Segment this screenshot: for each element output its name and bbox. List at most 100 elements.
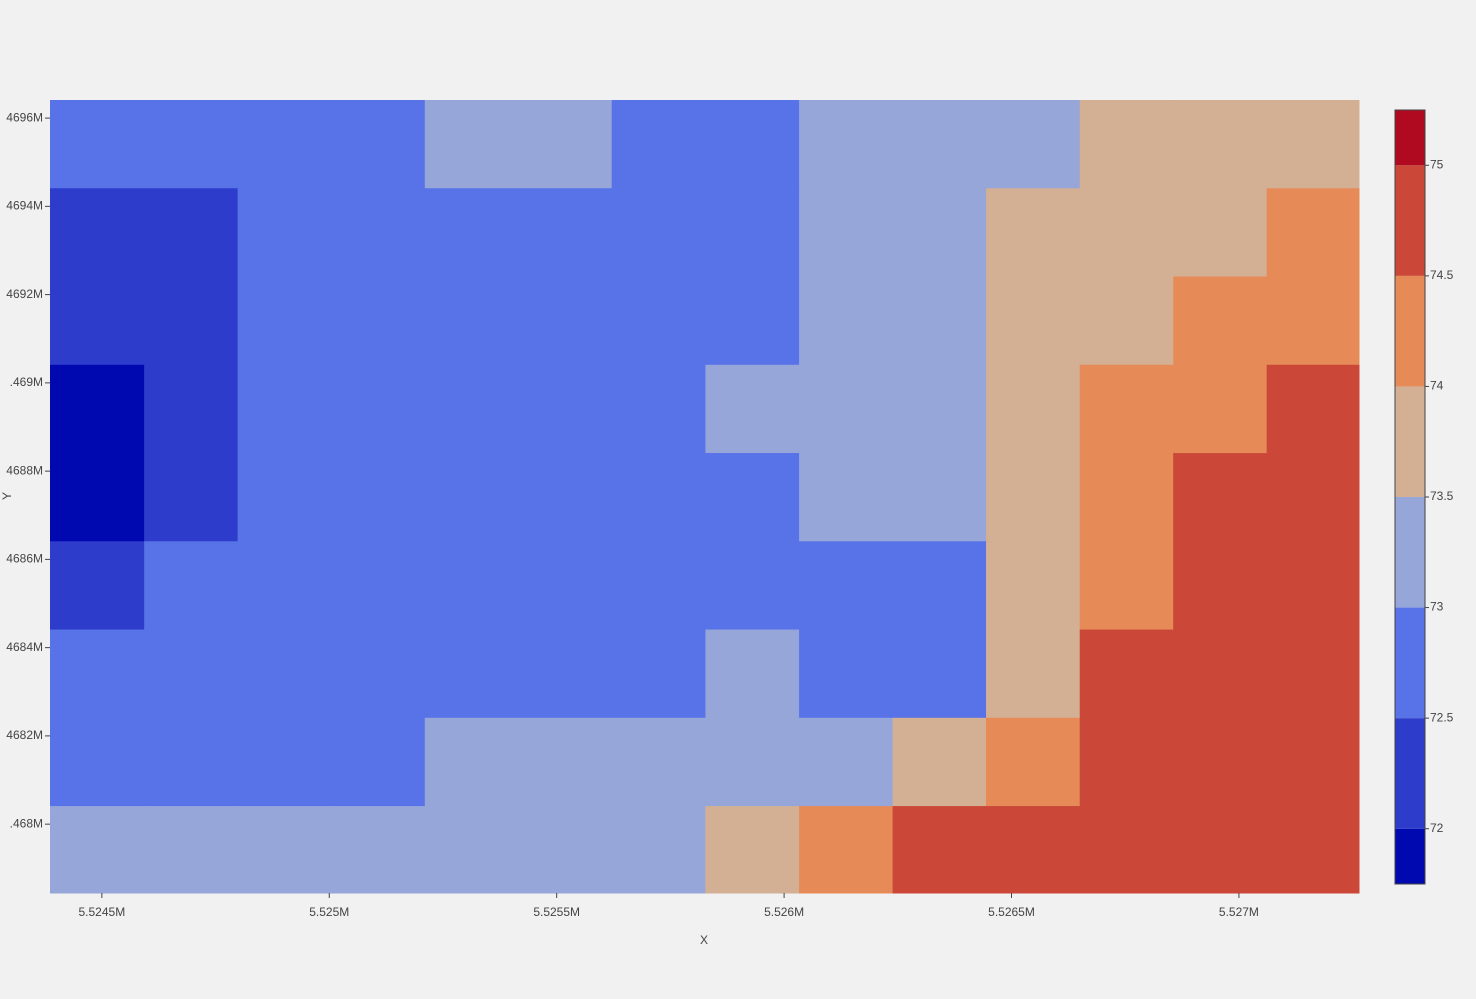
contour-cell	[1173, 717, 1268, 807]
contour-cell	[237, 188, 332, 278]
colorbar-band	[1395, 386, 1425, 497]
colorbar-tick-label: 74.5	[1430, 268, 1454, 282]
contour-cell	[892, 276, 987, 366]
contour-cell	[1173, 364, 1268, 454]
contour-cell	[611, 629, 706, 719]
contour-cell	[705, 100, 800, 189]
contour-cell	[799, 453, 894, 542]
contour-cell	[424, 541, 519, 631]
colorbar-tick-label: 73	[1430, 600, 1444, 614]
contour-cell	[1173, 188, 1268, 278]
contour-cell	[1079, 806, 1174, 894]
contour-cell	[799, 276, 894, 366]
contour-cell	[518, 100, 613, 189]
contour-cell	[237, 276, 332, 366]
x-tick-label: 5.526M	[764, 905, 804, 919]
contour-cell	[705, 453, 800, 542]
x-tick-label: 5.5245M	[78, 905, 125, 919]
colorbar-tick-label: 72	[1430, 821, 1444, 835]
contour-cell	[1079, 629, 1174, 719]
colorbar-band	[1395, 110, 1425, 166]
contour-cell	[1173, 453, 1268, 542]
contour-cell	[518, 541, 613, 631]
contour-cell	[1079, 453, 1174, 542]
contour-cell	[892, 100, 987, 189]
contour-cell	[331, 541, 426, 631]
contour-cell	[424, 629, 519, 719]
contour-cell	[1173, 276, 1268, 366]
contour-cell	[705, 717, 800, 807]
contour-cell	[50, 717, 145, 807]
contour-cell	[1266, 629, 1360, 719]
contour-cell	[50, 364, 145, 454]
contour-cell	[986, 629, 1081, 719]
y-tick-label: 4694M	[6, 199, 43, 213]
contour-cell	[331, 100, 426, 189]
x-axis-title: X	[700, 933, 708, 947]
contour-cell	[799, 188, 894, 278]
contour-cell	[331, 276, 426, 366]
contour-cell	[892, 453, 987, 542]
y-tick-label: 4696M	[6, 110, 43, 124]
contour-cell	[986, 453, 1081, 542]
x-tick-label: 5.5265M	[988, 905, 1035, 919]
colorbar-tick-label: 73.5	[1430, 489, 1454, 503]
contour-cell	[986, 541, 1081, 631]
contour-cell	[1079, 364, 1174, 454]
contour-cell	[705, 188, 800, 278]
contour-cell	[424, 100, 519, 189]
contour-cell	[1173, 541, 1268, 631]
contour-cell	[144, 364, 239, 454]
contour-cell	[986, 188, 1081, 278]
contour-cell	[237, 806, 332, 894]
contour-cell	[144, 100, 239, 189]
contour-cell	[705, 541, 800, 631]
contour-cell	[331, 453, 426, 542]
contour-cell	[799, 364, 894, 454]
y-tick-label: 4682M	[6, 728, 43, 742]
contour-cell	[424, 806, 519, 894]
contour-cell	[518, 453, 613, 542]
contour-cell	[50, 541, 145, 631]
contour-cell	[611, 188, 706, 278]
contour-cell	[424, 276, 519, 366]
colorbar-tick-label: 72.5	[1430, 710, 1454, 724]
contour-cell	[144, 717, 239, 807]
contour-cell	[705, 629, 800, 719]
contour-cell	[799, 806, 894, 894]
y-tick-label: .469M	[10, 375, 43, 389]
colorbar-band	[1395, 607, 1425, 719]
contour-cell	[705, 364, 800, 454]
contour-cell	[237, 629, 332, 719]
contour-cell	[892, 541, 987, 631]
contour-cell	[799, 717, 894, 807]
contour-cell	[50, 100, 145, 189]
contour-cell	[611, 100, 706, 189]
contour-cell	[1266, 100, 1360, 189]
y-tick-label: 4688M	[6, 463, 43, 477]
y-tick-label: 4692M	[6, 287, 43, 301]
contour-cell	[892, 806, 987, 894]
contour-cell	[237, 364, 332, 454]
contour-cell	[1079, 717, 1174, 807]
contour-cell	[237, 100, 332, 189]
contour-cell	[50, 453, 145, 542]
contour-cell	[611, 276, 706, 366]
contour-cell	[518, 364, 613, 454]
contour-cell	[144, 453, 239, 542]
colorbar-band	[1395, 165, 1425, 276]
contour-cell	[50, 188, 145, 278]
contour-cell	[144, 541, 239, 631]
contour-cell	[237, 541, 332, 631]
contour-cell	[1266, 188, 1360, 278]
contour-cell	[331, 717, 426, 807]
contour-cell	[331, 629, 426, 719]
contour-cell	[424, 188, 519, 278]
contour-cell	[237, 717, 332, 807]
contour-cell	[1079, 100, 1174, 189]
contour-cell	[1173, 100, 1268, 189]
contour-cell	[611, 364, 706, 454]
contour-cell	[1266, 717, 1360, 807]
contour-cell	[611, 717, 706, 807]
